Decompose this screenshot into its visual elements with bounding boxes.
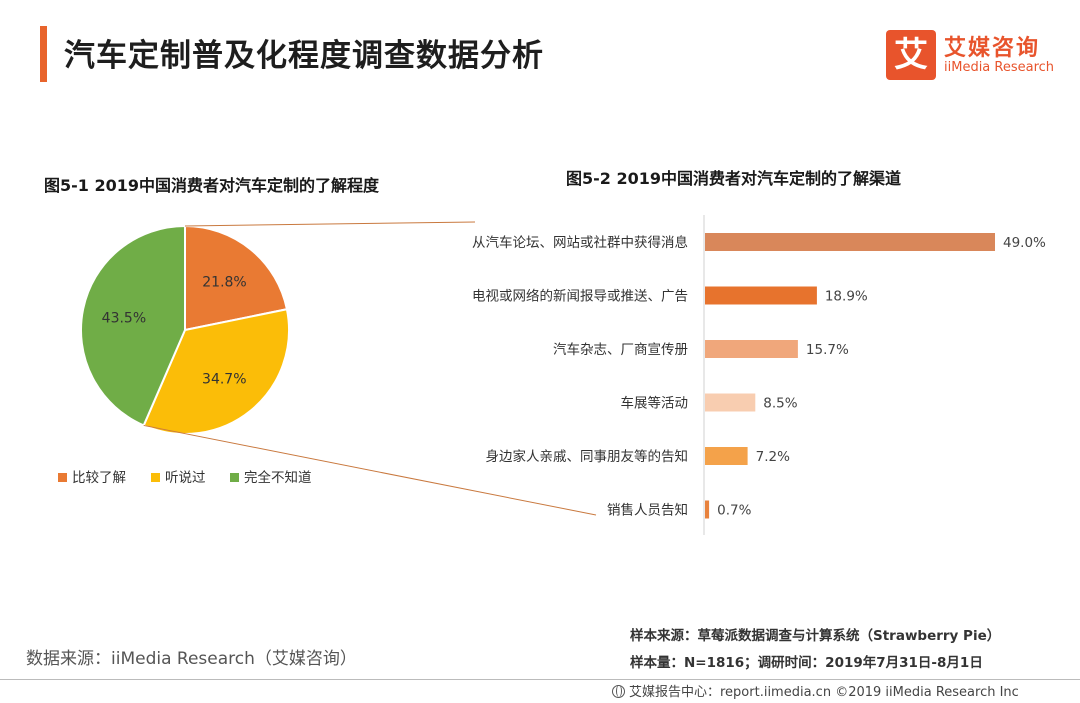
legend-swatch	[230, 473, 239, 482]
bar-category-label: 从汽车论坛、网站或社群中获得消息	[472, 234, 688, 251]
globe-icon	[612, 685, 625, 698]
logo-chinese-name: 艾媒咨询	[944, 36, 1041, 61]
pie-chart-title: 图5-1 2019中国消费者对汽车定制的了解程度	[44, 176, 380, 195]
pie-slice	[80, 224, 186, 427]
bar	[705, 447, 748, 465]
legend-label: 完全不知道	[244, 469, 312, 486]
pie-slice	[184, 224, 289, 332]
bar-category-label: 车展等活动	[621, 395, 689, 412]
data-source: 数据来源：iiMedia Research（艾媒咨询）	[26, 649, 357, 669]
bar	[705, 286, 817, 305]
bar-category-label: 电视或网络的新闻报导或推送、广告	[472, 289, 688, 305]
bar-chart-title: 图5-2 2019中国消费者对汽车定制的了解渠道	[566, 169, 902, 188]
pie-data-label: 21.8%	[202, 275, 246, 291]
bar	[705, 393, 756, 412]
sample-size: 样本量：N=1816；调研时间：2019年7月31日-8月1日	[630, 655, 983, 671]
footer-divider	[0, 679, 1080, 680]
bar-data-label: 49.0%	[1003, 235, 1046, 251]
bar-data-label: 8.5%	[763, 396, 797, 412]
pie-data-label: 43.5%	[102, 310, 146, 326]
logo-english-name: iiMedia Research	[944, 60, 1055, 75]
connector-line-bottom	[143, 424, 597, 516]
bar-data-label: 0.7%	[717, 503, 751, 519]
bar	[705, 500, 710, 519]
pie-data-label: 34.7%	[202, 372, 246, 388]
logo-mark: 艾	[886, 30, 936, 80]
legend-label: 比较了解	[72, 470, 126, 486]
copyright-text: 艾媒报告中心：report.iimedia.cn ©2019 iiMedia R…	[629, 685, 1019, 700]
bar-data-label: 7.2%	[756, 449, 790, 465]
bar-category-label: 汽车杂志、厂商宣传册	[553, 341, 688, 358]
bar	[705, 233, 995, 251]
bar-data-label: 18.9%	[825, 289, 868, 305]
legend-swatch	[58, 473, 67, 482]
sample-source: 样本来源：草莓派数据调查与计算系统（Strawberry Pie）	[630, 628, 1001, 644]
bar-category-label: 身边家人亲戚、同事朋友等的告知	[486, 448, 689, 465]
brand-logo: 艾 艾媒咨询 iiMedia Research	[886, 30, 1066, 82]
connector-line-top	[184, 221, 476, 227]
footer-copyright: 艾媒报告中心：report.iimedia.cn ©2019 iiMedia R…	[612, 681, 1019, 700]
legend-swatch	[151, 473, 160, 482]
bar-category-label: 销售人员告知	[607, 502, 688, 519]
title-accent-bar	[40, 26, 47, 82]
bar-data-label: 15.7%	[806, 342, 849, 358]
page-title: 汽车定制普及化程度调查数据分析	[64, 38, 544, 74]
pie-slice	[142, 308, 290, 435]
legend-label: 听说过	[165, 470, 206, 486]
bar	[705, 340, 798, 358]
